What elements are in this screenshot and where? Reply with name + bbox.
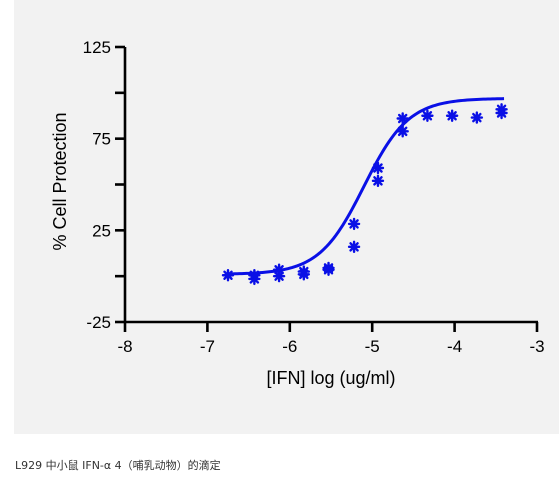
figure-panel: -25 25 75 125 -8 -7 -6 -5 -4 -3 [IFN] log (ug/ml)%… — [14, 0, 559, 434]
x-tick-label: -7 — [200, 337, 215, 356]
data-point — [470, 111, 484, 124]
data-point — [421, 109, 434, 122]
data-point — [371, 161, 385, 175]
x-tick-label: -8 — [117, 337, 132, 356]
x-tick-label: -5 — [365, 337, 380, 356]
figure-caption: L929 中小鼠 IFN-α 4（哺乳动物）的滴定 — [15, 459, 221, 472]
data-point — [272, 263, 286, 276]
y-tick-label: 125 — [83, 38, 111, 57]
data-point — [221, 269, 235, 282]
data-point — [396, 112, 409, 125]
data-point — [347, 217, 361, 231]
x-tick-label: -4 — [447, 337, 462, 356]
y-tick-label: -25 — [86, 313, 111, 332]
fit-curve — [227, 97, 505, 276]
data-point — [396, 125, 409, 138]
chart: -25 25 75 125 -8 -7 -6 -5 -4 -3 [IFN] log (ug/ml)%… — [50, 38, 545, 388]
y-axis-title: % Cell Protection — [50, 112, 70, 250]
data-point — [495, 103, 508, 116]
x-tick-label: -6 — [282, 337, 297, 356]
y-tick-label: 25 — [92, 221, 111, 240]
data-point — [445, 109, 459, 122]
data-point — [322, 261, 335, 275]
y-tick-label: 75 — [92, 130, 111, 149]
x-axis-title: [IFN] log (ug/ml) — [266, 368, 395, 388]
data-point — [371, 174, 385, 188]
data-point — [272, 269, 286, 283]
data-point — [297, 265, 311, 278]
data-point — [248, 269, 261, 282]
data-point — [347, 240, 361, 254]
x-tick-label: -3 — [529, 337, 544, 356]
